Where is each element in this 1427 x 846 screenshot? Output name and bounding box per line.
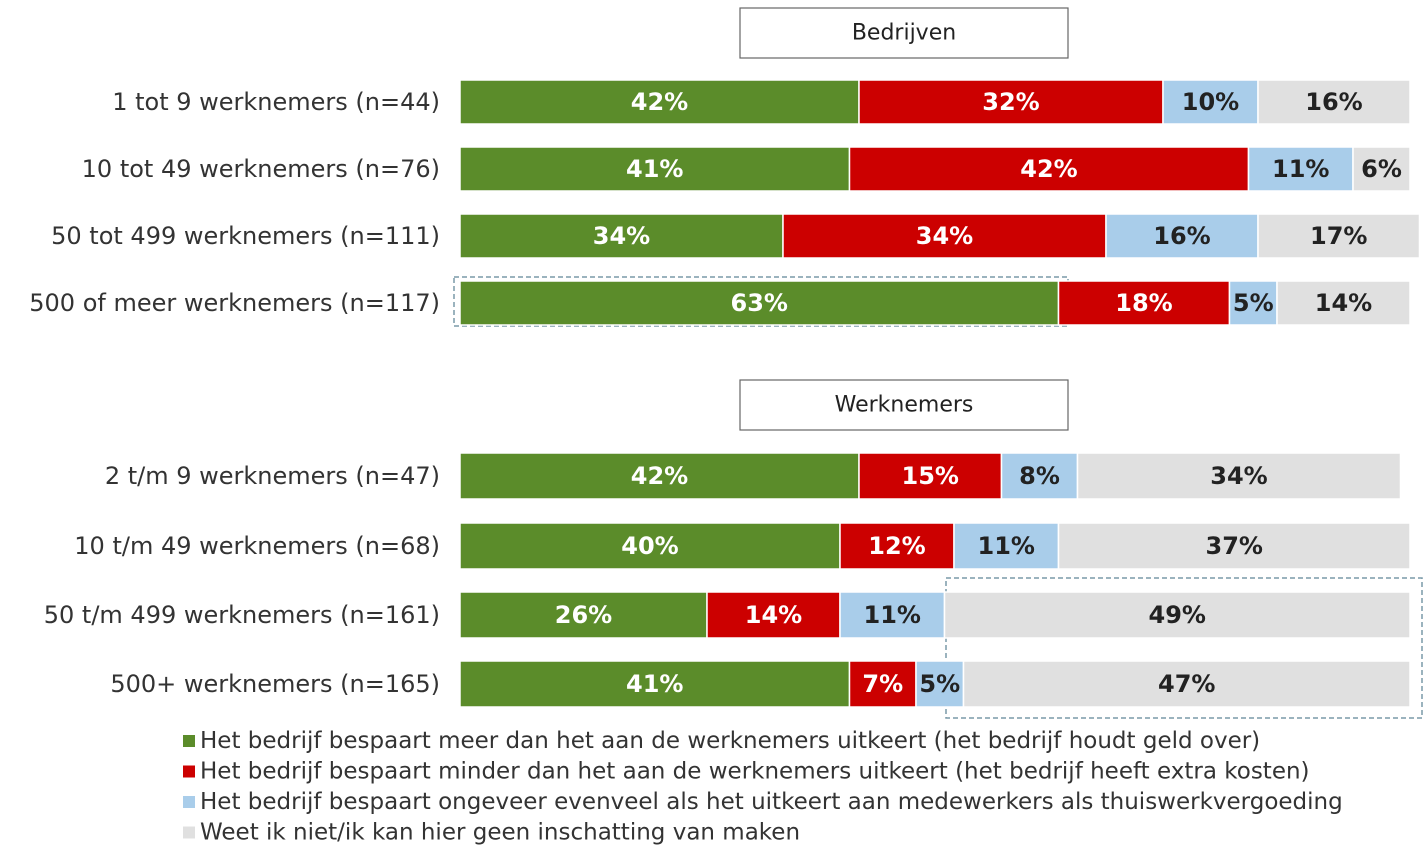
value-label: 15% — [902, 462, 959, 490]
legend-label: Weet ik niet/ik kan hier geen inschattin… — [200, 820, 800, 846]
bar-segment — [1105, 213, 1259, 259]
value-label: 17% — [1310, 222, 1367, 250]
bar-segment — [459, 280, 1060, 326]
bar-segment — [459, 591, 708, 639]
value-label: 63% — [731, 289, 788, 317]
legend-label: Het bedrijf bespaart meer dan het aan de… — [200, 728, 1260, 754]
legend-swatch — [183, 765, 195, 778]
value-label: 16% — [1153, 222, 1210, 250]
bar-segment — [1057, 522, 1411, 570]
value-label: 34% — [1210, 462, 1267, 490]
value-label: 47% — [1158, 670, 1215, 698]
panel-title-box — [739, 379, 1069, 431]
value-label: 26% — [555, 601, 612, 629]
value-label: 32% — [982, 88, 1039, 116]
panel-title: Bedrijven — [852, 21, 956, 46]
value-label: 8% — [1019, 462, 1060, 490]
bar-segment — [839, 591, 946, 639]
value-label: 41% — [626, 670, 683, 698]
category-label: 50 t/m 499 werknemers (n=161) — [44, 601, 440, 629]
value-label: 37% — [1206, 532, 1263, 560]
bar-segment — [782, 213, 1107, 259]
bar-segment — [459, 146, 851, 192]
bar-segment — [459, 213, 784, 259]
highlight-box — [453, 276, 1069, 327]
category-label: 10 tot 49 werknemers (n=76) — [82, 155, 440, 183]
value-label: 42% — [631, 88, 688, 116]
value-label: 42% — [1020, 155, 1077, 183]
legend-swatch — [183, 796, 195, 808]
value-label: 49% — [1149, 601, 1206, 629]
value-label: 34% — [916, 222, 973, 250]
bar-segment — [962, 660, 1411, 708]
category-label: 500+ werknemers (n=165) — [110, 670, 440, 698]
value-label: 41% — [626, 155, 683, 183]
bar-segment — [1352, 146, 1411, 192]
panel-title: Werknemers — [835, 393, 974, 418]
value-label: 18% — [1115, 289, 1172, 317]
value-label: 11% — [1272, 155, 1329, 183]
value-label: 10% — [1182, 88, 1239, 116]
panel-title-box — [739, 7, 1069, 59]
category-label: 1 tot 9 werknemers (n=44) — [112, 88, 440, 116]
legend-swatch — [183, 826, 195, 839]
bar-segment — [459, 79, 860, 125]
bar-segment — [1228, 280, 1278, 326]
value-label: 12% — [868, 532, 925, 560]
value-label: 34% — [593, 222, 650, 250]
value-label: 42% — [631, 462, 688, 490]
value-label: 5% — [919, 670, 960, 698]
bar-segment — [848, 660, 917, 708]
legend-swatch — [183, 735, 195, 747]
value-label: 40% — [621, 532, 678, 560]
highlight-box — [945, 577, 1423, 719]
bar-segment — [1057, 280, 1231, 326]
bar-segment — [848, 146, 1250, 192]
value-label: 7% — [862, 670, 903, 698]
legend-label: Het bedrijf bespaart minder dan het aan … — [200, 759, 1310, 785]
legend-label: Het bedrijf bespaart ongeveer evenveel a… — [200, 789, 1343, 815]
bar-segment — [1000, 452, 1079, 500]
bar-segment — [1162, 79, 1259, 125]
value-label: 6% — [1361, 155, 1402, 183]
bar-segment — [858, 452, 1003, 500]
value-label: 14% — [745, 601, 802, 629]
bar-segment — [459, 452, 860, 500]
category-label: 500 of meer werknemers (n=117) — [29, 289, 440, 317]
bar-segment — [459, 660, 851, 708]
bar-segment — [459, 522, 841, 570]
category-label: 50 tot 499 werknemers (n=111) — [51, 222, 440, 250]
bar-segment — [706, 591, 841, 639]
value-label: 16% — [1305, 88, 1362, 116]
value-label: 11% — [864, 601, 921, 629]
bar-segment — [1257, 79, 1411, 125]
bar-segment — [943, 591, 1411, 639]
category-label: 10 t/m 49 werknemers (n=68) — [74, 532, 440, 560]
value-label: 5% — [1233, 289, 1274, 317]
value-label: 14% — [1315, 289, 1372, 317]
bar-segment — [1247, 146, 1354, 192]
bar-segment — [1276, 280, 1411, 326]
bar-segment — [1076, 452, 1402, 500]
category-label: 2 t/m 9 werknemers (n=47) — [105, 462, 440, 490]
value-label: 11% — [978, 532, 1035, 560]
bar-segment — [1257, 213, 1421, 259]
